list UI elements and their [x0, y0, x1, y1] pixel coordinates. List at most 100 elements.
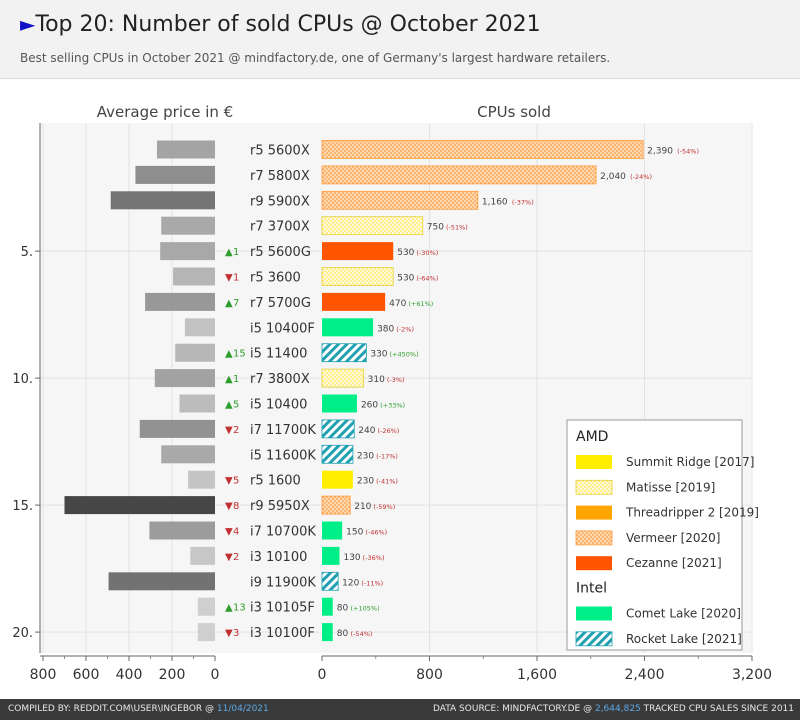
sold-change-label: (-36%) [363, 554, 385, 562]
rank-down-icon: ▼ [225, 552, 233, 563]
sold-change-label: (-30%) [416, 249, 438, 257]
price-bar [161, 216, 215, 235]
chart-area: Average price in € CPUs sold5.10.15.20.80… [12, 103, 772, 683]
sold-value-label: 470 [389, 299, 406, 309]
sold-change-label: (-41%) [376, 478, 398, 486]
sold-value-label: 330 [370, 350, 387, 360]
sold-change-label: (-17%) [376, 452, 398, 460]
rank-change-value: 15 [233, 349, 246, 360]
legend-swatch [575, 479, 613, 495]
sold-change-label: (-2%) [396, 325, 414, 333]
cpu-name: r5 3600 [250, 271, 301, 286]
footer-credit-date: 11/04/2021 [216, 704, 269, 714]
sold-value-label: 310 [368, 375, 385, 385]
sold-value-label: 120 [342, 578, 359, 588]
rank-tick-label: 15. [12, 499, 33, 514]
cpu-name: i3 10100 [250, 550, 307, 565]
price-bar [154, 369, 215, 388]
sold-bar [322, 597, 333, 616]
price-bar [175, 343, 215, 362]
price-bar [156, 140, 215, 159]
rank-change-value: 1 [233, 273, 239, 284]
rank-up-icon: ▲ [225, 298, 233, 309]
rank-down-icon: ▼ [225, 273, 233, 284]
price-bar [139, 419, 215, 438]
triangle-right-icon: ► [20, 12, 36, 36]
legend-label: Vermeer [2020] [626, 531, 721, 545]
cpu-name: i5 10400 [250, 398, 307, 413]
sold-axis-label: 3,200 [732, 667, 772, 683]
legend-group-title: Intel [576, 581, 607, 597]
sold-bar [321, 165, 597, 185]
sold-change-label: (+105%) [351, 605, 380, 613]
sold-change-label: (-37%) [512, 198, 534, 206]
sold-value-label: 230 [357, 451, 374, 461]
sold-bar [321, 368, 365, 388]
sold-change-label: (-54%) [677, 148, 699, 156]
sold-axis-label: 800 [416, 667, 443, 683]
sold-change-label: (+61%) [408, 300, 433, 308]
rank-down-icon: ▼ [225, 476, 233, 487]
cpu-name: r7 3800X [250, 372, 310, 387]
sold-value-label: 210 [354, 502, 371, 512]
sold-change-label: (-46%) [365, 529, 387, 537]
cpu-name: r7 5800X [250, 169, 310, 184]
price-bar [135, 165, 215, 184]
footer-credit-text: COMPILED BY: REDDIT.COM\USER\INGEBOR @ [8, 704, 217, 714]
legend-swatch [576, 455, 612, 469]
price-bar [145, 292, 215, 311]
sold-value-label: 240 [358, 426, 375, 436]
price-bar [197, 623, 215, 642]
legend-label: Summit Ridge [2017] [626, 455, 754, 469]
left-panel-title: Average price in € [97, 103, 233, 121]
sold-bar [321, 571, 339, 591]
sold-change-label: (-51%) [446, 224, 468, 232]
rank-tick-label: 10. [12, 372, 33, 387]
cpu-name: i5 11400 [250, 347, 307, 362]
rank-change-value: 7 [233, 298, 239, 309]
sold-change-label: (+33%) [380, 402, 405, 410]
legend-label: Rocket Lake [2021] [626, 632, 742, 646]
sold-bar [321, 495, 351, 515]
rank-change-value: 2 [233, 425, 239, 436]
legend-label: Comet Lake [2020] [626, 607, 741, 621]
sold-value-label: 80 [337, 629, 349, 639]
cpu-name: r9 5950X [250, 499, 310, 514]
rank-change-value: 1 [233, 374, 239, 385]
rank-change-value: 13 [233, 603, 246, 614]
rank-down-icon: ▼ [225, 501, 233, 512]
sold-axis-label: 2,400 [624, 667, 664, 683]
sold-bar [322, 242, 394, 261]
chart-title: ►Top 20: Number of sold CPUs @ October 2… [20, 12, 541, 37]
sold-value-label: 150 [346, 528, 363, 538]
footer-credit: COMPILED BY: REDDIT.COM\USER\INGEBOR @ 1… [8, 704, 269, 714]
sold-bar [322, 546, 340, 565]
sold-bar [321, 267, 394, 286]
sold-value-label: 380 [377, 324, 394, 334]
sold-value-label: 2,040 [600, 172, 626, 182]
rank-up-icon: ▲ [225, 349, 233, 360]
sold-change-label: (-24%) [630, 173, 652, 181]
price-bar [190, 546, 215, 565]
price-bar [188, 470, 215, 489]
rank-down-icon: ▼ [225, 628, 233, 639]
cpu-name: r5 1600 [250, 474, 301, 489]
sold-change-label: (-64%) [416, 275, 438, 283]
price-bar [110, 191, 215, 210]
cpu-name: r9 5900X [250, 194, 310, 209]
rank-up-icon: ▲ [225, 400, 233, 411]
legend-label: Matisse [2019] [626, 480, 715, 494]
sold-change-label: (-54%) [351, 630, 373, 638]
cpu-name: i7 11700K [250, 423, 316, 438]
sold-bar [322, 470, 353, 489]
chart-title-text: Top 20: Number of sold CPUs @ October 20… [35, 12, 541, 37]
sold-change-label: (-59%) [373, 503, 395, 511]
price-axis-label: 800 [30, 667, 57, 683]
legend-group-title: AMD [576, 429, 608, 445]
price-bar [179, 394, 215, 413]
rank-up-icon: ▲ [225, 247, 233, 258]
sold-value-label: 750 [427, 223, 444, 233]
header: ►Top 20: Number of sold CPUs @ October 2… [0, 0, 800, 79]
price-bar [184, 318, 215, 337]
sold-bar [321, 419, 355, 439]
